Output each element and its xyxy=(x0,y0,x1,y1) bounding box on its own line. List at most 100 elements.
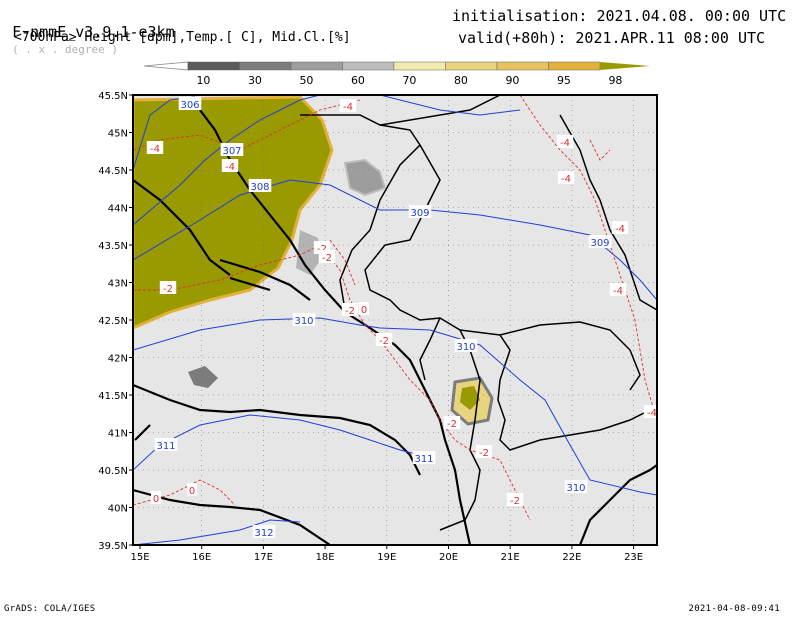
height-label-bg xyxy=(220,143,244,156)
colorbar-label: 50 xyxy=(299,74,313,87)
height-label-bg xyxy=(408,205,432,218)
colorbar-label: 98 xyxy=(608,74,622,87)
height-label-bg xyxy=(292,313,316,326)
temp-label: 0 xyxy=(189,486,195,497)
height-label: 310 xyxy=(294,316,313,327)
lon-label: 20E xyxy=(439,552,458,563)
model-title: F-nmmE_v3.9.1-e3km ( . x . degree ) xyxy=(0,8,175,58)
colorbar-label: 10 xyxy=(196,74,210,87)
lat-label: 43.5N xyxy=(98,241,128,252)
cloud-patch-bosnia xyxy=(343,158,387,197)
cloud-patch-italy xyxy=(188,366,218,388)
lon-label: 15E xyxy=(130,552,149,563)
lon-label: 18E xyxy=(316,552,335,563)
cloud-patch-albania-core xyxy=(460,386,480,410)
lat-label: 43N xyxy=(108,279,128,290)
lon-label: 23E xyxy=(624,552,643,563)
temp-label-bg xyxy=(339,99,357,112)
lat-label: 41N xyxy=(108,429,128,440)
lon-label: 16E xyxy=(192,552,211,563)
colorbar-label: 95 xyxy=(557,74,571,87)
temp-label: -2 xyxy=(479,448,489,459)
temp-label: -4 xyxy=(150,144,160,155)
longitude-axis: 15E 16E 17E 18E 19E 20E 21E 22E 23E xyxy=(130,545,643,563)
height-label: 310 xyxy=(566,483,585,494)
height-label-bg xyxy=(454,339,478,352)
temp-label-bg xyxy=(150,491,162,504)
temp-label-bg xyxy=(611,221,629,234)
height-label-bg xyxy=(412,451,436,464)
temp-label: -2 xyxy=(379,336,389,347)
init-time: initialisation: 2021.04.08. 00:00 UTC xyxy=(452,7,787,25)
temp-label-bg xyxy=(341,303,359,316)
temp-label: -4 xyxy=(225,162,235,173)
temp-label: -2 xyxy=(510,496,520,507)
temp-label: -4 xyxy=(647,408,657,419)
height-label-bg xyxy=(588,235,612,248)
lat-label: 40N xyxy=(108,504,128,515)
temp-label-bg xyxy=(557,171,575,184)
cloud-colorbar: 10 30 50 60 70 80 90 95 98 xyxy=(143,61,650,87)
temp-label: -4 xyxy=(615,224,625,235)
temp-label: -2 xyxy=(447,419,457,430)
footer-timestamp: 2021-04-08-09:41 xyxy=(688,604,780,614)
latitude-axis: 45.5N 45N 44.5N 44N 43.5N 43N 42.5N 42N 41.5N 41N… xyxy=(98,91,133,552)
cloud-patch-dalmatia xyxy=(133,95,334,330)
colorbar-label: 30 xyxy=(248,74,262,87)
lat-label: 41.5N xyxy=(98,391,128,402)
temp-label-bg xyxy=(556,135,574,148)
lon-label: 19E xyxy=(377,552,396,563)
lat-label: 40.5N xyxy=(98,466,128,477)
temp-label-bg xyxy=(375,333,393,346)
temp-label: -4 xyxy=(343,102,353,113)
temp-label-bg xyxy=(609,283,627,296)
height-label: 310 xyxy=(456,342,475,353)
model-resolution: ( . x . degree ) xyxy=(12,43,119,56)
height-label-bg xyxy=(178,97,202,110)
lon-label: 22E xyxy=(562,552,581,563)
height-label: 312 xyxy=(254,528,273,539)
lat-label: 44.5N xyxy=(98,166,128,177)
temp-label-bg xyxy=(443,416,461,429)
borders xyxy=(300,95,657,531)
colorbar-label: 70 xyxy=(402,74,416,87)
temp-label-bg xyxy=(506,493,524,506)
temp-label: 0 xyxy=(361,305,367,316)
height-label: 311 xyxy=(156,441,175,452)
temp-label: -2 xyxy=(345,306,355,317)
colorbar-label: 60 xyxy=(351,74,365,87)
temp-label: -2 xyxy=(322,253,332,264)
height-label-bg xyxy=(248,179,272,192)
temp-label-bg xyxy=(475,445,493,458)
lon-label: 21E xyxy=(501,552,520,563)
height-label-bg xyxy=(564,480,588,493)
colorbar-label: 90 xyxy=(505,74,519,87)
height-label: 308 xyxy=(250,182,269,193)
temp-label: -2 xyxy=(317,244,327,255)
colorbar-right-tip xyxy=(600,62,650,70)
temp-label-bg xyxy=(221,159,239,172)
height-label-bg xyxy=(252,525,276,538)
plot-subtitle: <700hPa> Height [dpm],Temp.[ C], Mid.Cl.… xyxy=(14,30,351,45)
height-label: 311 xyxy=(414,454,433,465)
colorbar-label: 80 xyxy=(454,74,468,87)
model-name: F-nmmE_v3.9.1-e3km xyxy=(12,23,175,41)
lat-label: 39.5N xyxy=(98,541,128,552)
lat-label: 44N xyxy=(108,204,128,215)
height-label: 309 xyxy=(590,238,609,249)
temp-label: -2 xyxy=(163,284,173,295)
footer-credit: GrADS: COLA/IGES xyxy=(4,604,96,614)
lon-label: 17E xyxy=(254,552,273,563)
height-label-bg xyxy=(154,438,178,451)
lat-label: 45N xyxy=(108,129,128,140)
height-labels: 306 307 308 309 309 310 310 311 311 310 312 xyxy=(154,97,612,539)
temp-label: -4 xyxy=(560,138,570,149)
temp-label: -4 xyxy=(561,174,571,185)
height-label: 309 xyxy=(410,208,429,219)
lat-label: 42N xyxy=(108,354,128,365)
height-label: 307 xyxy=(222,146,241,157)
lat-label: 45.5N xyxy=(98,91,128,102)
graticule xyxy=(133,95,657,545)
